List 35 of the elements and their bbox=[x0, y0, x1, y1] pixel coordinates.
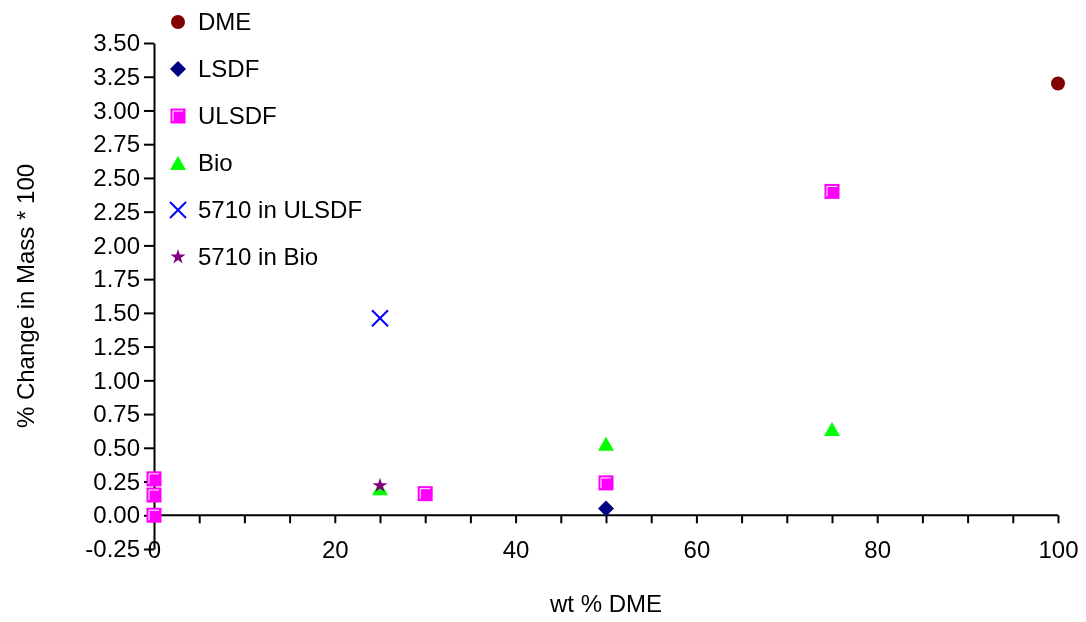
legend-label: 5710 in ULSDF bbox=[198, 196, 363, 224]
legend-label: 5710 in Bio bbox=[198, 243, 319, 271]
y-tick-label: 3.50 bbox=[93, 29, 140, 57]
y-tick-label: 1.00 bbox=[93, 366, 140, 394]
y-tick-label: 0.50 bbox=[93, 433, 140, 461]
point bbox=[598, 436, 614, 451]
y-axis-title: % Change in Mass * 100 bbox=[12, 163, 39, 429]
y-tick-label: 0.00 bbox=[93, 501, 140, 529]
x-tick-label: 40 bbox=[502, 536, 530, 564]
y-tick-label: 2.75 bbox=[93, 130, 140, 158]
y-tick-label: -0.25 bbox=[85, 535, 140, 563]
legend-label: ULSDF bbox=[198, 102, 277, 130]
point bbox=[372, 477, 388, 492]
point bbox=[598, 500, 614, 517]
y-tick-label: 3.00 bbox=[93, 96, 140, 124]
x-tick-label: 60 bbox=[683, 536, 711, 564]
x-tick-label: 20 bbox=[321, 536, 349, 564]
legend-label: DME bbox=[198, 8, 252, 36]
legend-label: Bio bbox=[198, 149, 233, 177]
y-tick-label: 2.00 bbox=[93, 231, 140, 259]
x-axis-title: wt % DME bbox=[548, 590, 663, 617]
point bbox=[1051, 76, 1065, 91]
y-tick-label: 0.75 bbox=[93, 400, 140, 428]
y-tick-label: 1.75 bbox=[93, 265, 140, 293]
x-tick-label: 80 bbox=[864, 536, 892, 564]
y-tick-label: 1.50 bbox=[93, 299, 140, 327]
point bbox=[824, 421, 840, 436]
y-tick-label: 3.25 bbox=[93, 62, 140, 90]
y-tick-label: 1.25 bbox=[93, 332, 140, 360]
legend-label: LSDF bbox=[198, 55, 260, 83]
x-tick-label: 100 bbox=[1038, 536, 1079, 564]
y-tick-label: 0.25 bbox=[93, 467, 140, 495]
point bbox=[371, 309, 389, 328]
y-tick-label: 2.25 bbox=[93, 197, 140, 225]
y-tick-label: 2.50 bbox=[93, 164, 140, 192]
